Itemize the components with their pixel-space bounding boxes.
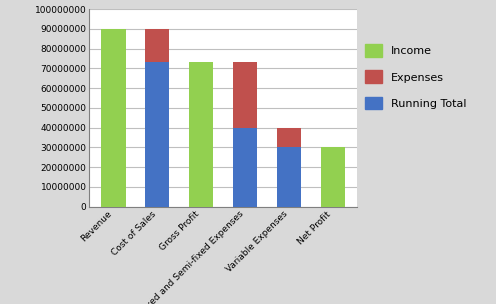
Bar — [277, 128, 301, 147]
Bar — [277, 147, 301, 207]
Bar — [189, 63, 213, 207]
Bar — [102, 29, 125, 207]
Bar — [233, 63, 257, 128]
Bar — [145, 29, 170, 63]
Bar — [145, 63, 170, 207]
Legend: Income, Expenses, Running Total: Income, Expenses, Running Total — [366, 44, 466, 109]
Bar — [321, 147, 345, 207]
Bar — [233, 128, 257, 207]
